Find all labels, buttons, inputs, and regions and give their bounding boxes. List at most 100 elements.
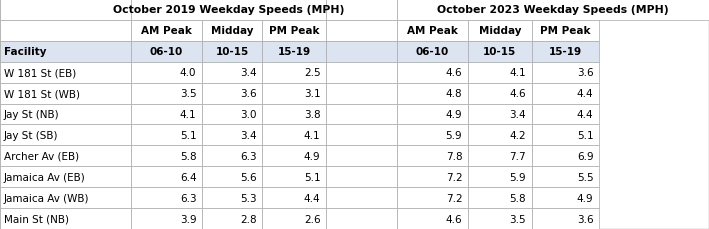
Bar (468, 104, 532, 125)
Bar (326, 83, 397, 104)
Text: 15-19: 15-19 (278, 47, 311, 57)
Bar (326, 0, 397, 21)
Bar (397, 208, 468, 229)
Bar (397, 0, 709, 21)
Bar (468, 166, 532, 187)
Text: 2.8: 2.8 (240, 214, 257, 224)
Bar (532, 146, 599, 166)
Text: 5.6: 5.6 (240, 172, 257, 182)
Bar (202, 166, 262, 187)
Text: 4.9: 4.9 (304, 151, 320, 161)
Text: W 181 St (EB): W 181 St (EB) (4, 68, 76, 78)
Bar (532, 21, 599, 42)
Text: 4.6: 4.6 (446, 68, 462, 78)
Text: 4.9: 4.9 (577, 193, 593, 203)
Text: 3.1: 3.1 (304, 89, 320, 99)
Text: PM Peak: PM Peak (540, 26, 591, 36)
Text: 7.8: 7.8 (446, 151, 462, 161)
Bar (131, 166, 202, 187)
Text: Jamaica Av (EB): Jamaica Av (EB) (4, 172, 85, 182)
Bar (202, 21, 262, 42)
Text: 2.5: 2.5 (304, 68, 320, 78)
Bar (397, 146, 468, 166)
Bar (202, 208, 262, 229)
Text: 4.2: 4.2 (510, 130, 526, 140)
Bar (262, 208, 326, 229)
Bar (131, 208, 202, 229)
Bar (532, 208, 599, 229)
Text: 3.5: 3.5 (180, 89, 196, 99)
Text: 4.4: 4.4 (577, 89, 593, 99)
Bar (0, 187, 131, 208)
Bar (202, 42, 262, 63)
Bar (326, 21, 397, 42)
Text: 10-15: 10-15 (484, 47, 516, 57)
Text: 15-19: 15-19 (549, 47, 582, 57)
Text: Archer Av (EB): Archer Av (EB) (4, 151, 79, 161)
Bar (468, 63, 532, 83)
Bar (397, 166, 468, 187)
Bar (397, 187, 468, 208)
Text: 5.5: 5.5 (577, 172, 593, 182)
Text: 4.0: 4.0 (180, 68, 196, 78)
Text: 3.9: 3.9 (180, 214, 196, 224)
Text: 2.6: 2.6 (304, 214, 320, 224)
Text: 5.1: 5.1 (304, 172, 320, 182)
Bar (0, 146, 131, 166)
Bar (397, 125, 468, 146)
Text: 6.3: 6.3 (240, 151, 257, 161)
Bar (326, 208, 397, 229)
Text: 06-10: 06-10 (150, 47, 183, 57)
Bar (0, 166, 131, 187)
Bar (397, 83, 468, 104)
Bar (532, 63, 599, 83)
Bar (0, 83, 131, 104)
Bar (0, 104, 131, 125)
Bar (131, 63, 202, 83)
Bar (326, 42, 397, 63)
Text: Midday: Midday (479, 26, 521, 36)
Bar (397, 42, 468, 63)
Bar (0, 208, 131, 229)
Text: 10-15: 10-15 (216, 47, 249, 57)
Bar (262, 125, 326, 146)
Text: 4.6: 4.6 (510, 89, 526, 99)
Bar (397, 21, 468, 42)
Bar (262, 146, 326, 166)
Text: 6.3: 6.3 (180, 193, 196, 203)
Text: 3.6: 3.6 (577, 68, 593, 78)
Text: 4.1: 4.1 (510, 68, 526, 78)
Text: Midday: Midday (211, 26, 253, 36)
Bar (202, 63, 262, 83)
Bar (468, 42, 532, 63)
Text: AM Peak: AM Peak (141, 26, 192, 36)
Text: 4.6: 4.6 (446, 214, 462, 224)
Text: 4.4: 4.4 (304, 193, 320, 203)
Bar (202, 146, 262, 166)
Bar (262, 166, 326, 187)
Bar (397, 104, 468, 125)
Bar (326, 125, 397, 146)
Bar (262, 187, 326, 208)
Bar (532, 187, 599, 208)
Text: 5.8: 5.8 (180, 151, 196, 161)
Bar (468, 125, 532, 146)
Text: 3.6: 3.6 (577, 214, 593, 224)
Text: Jay St (SB): Jay St (SB) (4, 130, 58, 140)
Bar (131, 0, 326, 21)
Bar (131, 42, 202, 63)
Text: 4.8: 4.8 (446, 89, 462, 99)
Bar (0, 42, 131, 63)
Bar (532, 125, 599, 146)
Text: Jay St (NB): Jay St (NB) (4, 109, 59, 120)
Text: PM Peak: PM Peak (269, 26, 320, 36)
Text: 5.9: 5.9 (446, 130, 462, 140)
Bar (0, 125, 131, 146)
Bar (202, 187, 262, 208)
Bar (532, 83, 599, 104)
Text: 5.9: 5.9 (510, 172, 526, 182)
Text: 06-10: 06-10 (416, 47, 449, 57)
Bar (326, 166, 397, 187)
Text: 3.4: 3.4 (510, 109, 526, 120)
Text: 6.4: 6.4 (180, 172, 196, 182)
